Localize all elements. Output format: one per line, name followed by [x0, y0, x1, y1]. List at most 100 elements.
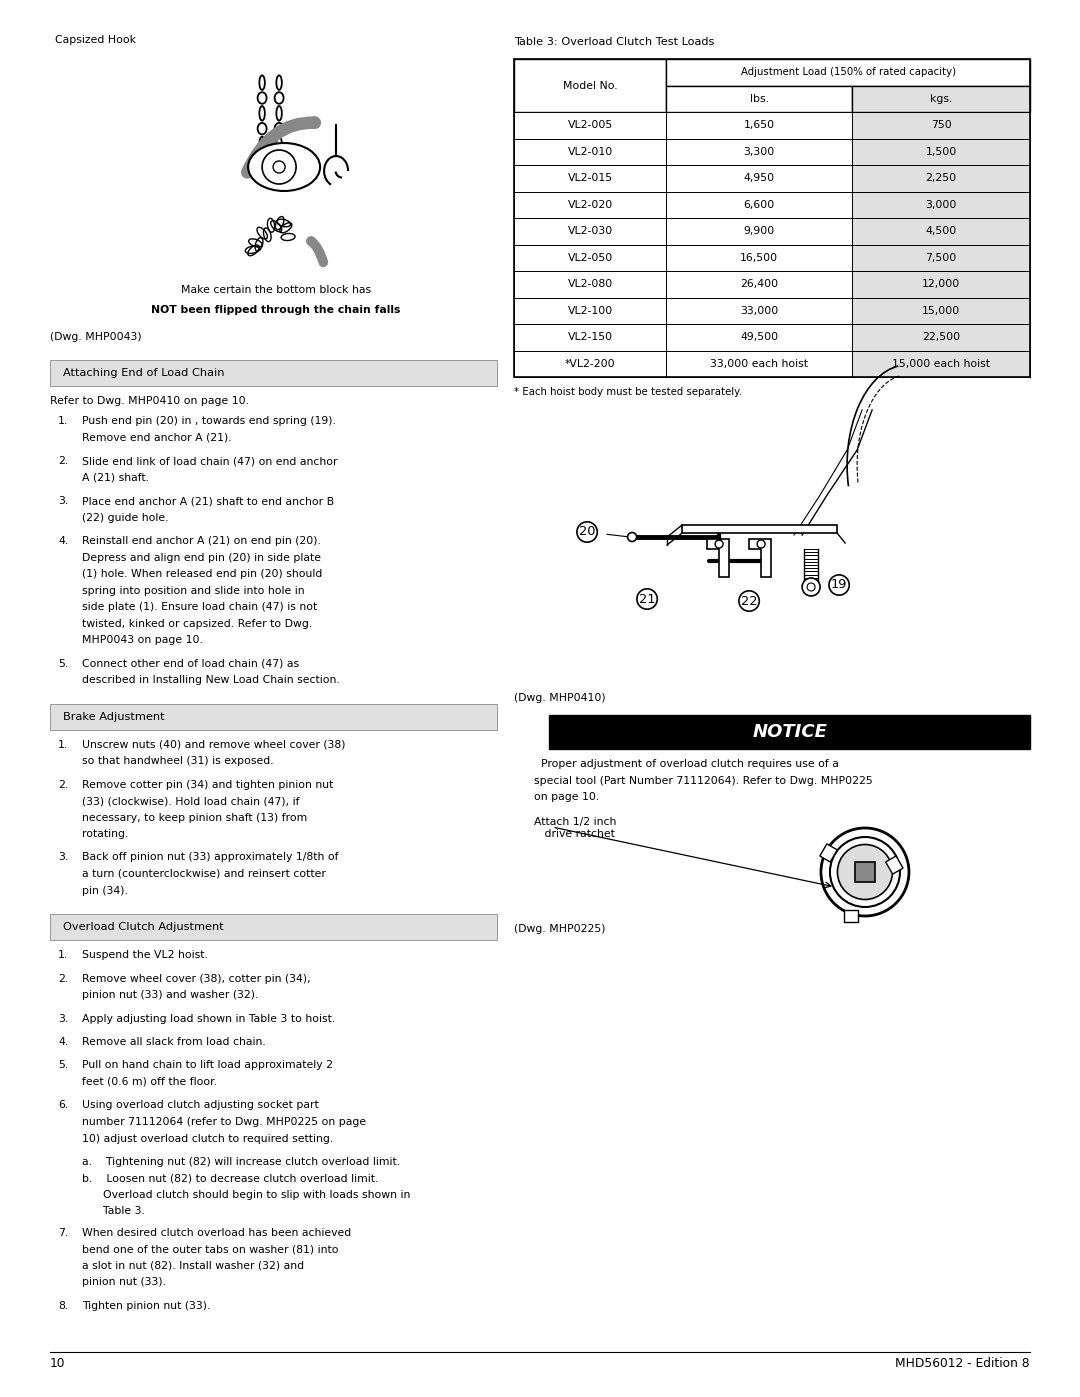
Ellipse shape — [837, 845, 892, 900]
Text: b.    Loosen nut (82) to decrease clutch overload limit.: b. Loosen nut (82) to decrease clutch ov… — [82, 1173, 378, 1183]
Text: (Dwg. MHP0225): (Dwg. MHP0225) — [514, 923, 606, 935]
Bar — [852, 165, 1030, 191]
Text: Overload Clutch Adjustment: Overload Clutch Adjustment — [63, 922, 224, 932]
Text: spring into position and slide into hole in: spring into position and slide into hole… — [82, 585, 305, 595]
Text: VL2-150: VL2-150 — [568, 332, 612, 342]
Bar — [514, 298, 666, 324]
Text: (1) hole. When released end pin (20) should: (1) hole. When released end pin (20) sho… — [82, 569, 322, 578]
Circle shape — [627, 532, 636, 542]
Text: 2.: 2. — [58, 780, 68, 789]
Text: VL2-010: VL2-010 — [568, 147, 613, 156]
Text: VL2-080: VL2-080 — [568, 279, 613, 289]
Bar — [666, 138, 852, 165]
Bar — [514, 191, 666, 218]
Text: 21: 21 — [639, 592, 656, 605]
Text: Unscrew nuts (40) and remove wheel cover (38): Unscrew nuts (40) and remove wheel cover… — [82, 739, 346, 750]
Text: Model No.: Model No. — [563, 81, 618, 91]
Text: Push end pin (20) in , towards end spring (19).: Push end pin (20) in , towards end sprin… — [82, 416, 336, 426]
Text: 9,900: 9,900 — [744, 226, 774, 236]
Text: Apply adjusting load shown in Table 3 to hoist.: Apply adjusting load shown in Table 3 to… — [82, 1013, 335, 1024]
Text: 2.: 2. — [58, 974, 68, 983]
Text: 12,000: 12,000 — [922, 279, 960, 289]
Bar — [666, 218, 852, 244]
Text: 4.: 4. — [58, 536, 68, 546]
Bar — [852, 244, 1030, 271]
Text: *VL2-200: *VL2-200 — [565, 359, 616, 369]
Bar — [514, 351, 666, 377]
Text: Attach 1/2 inch
   drive ratchet: Attach 1/2 inch drive ratchet — [535, 817, 617, 838]
Text: Remove all slack from load chain.: Remove all slack from load chain. — [82, 1037, 266, 1046]
Bar — [514, 271, 666, 298]
Text: 4.: 4. — [58, 1037, 68, 1046]
Bar — [852, 271, 1030, 298]
Text: 49,500: 49,500 — [740, 332, 779, 342]
Text: 19: 19 — [831, 578, 848, 591]
Bar — [820, 844, 837, 862]
Bar — [843, 909, 858, 922]
Bar — [514, 59, 666, 112]
Bar — [666, 112, 852, 138]
Bar — [852, 351, 1030, 377]
Bar — [852, 324, 1030, 351]
Text: Using overload clutch adjusting socket part: Using overload clutch adjusting socket p… — [82, 1101, 319, 1111]
Text: * Each hoist body must be tested separately.: * Each hoist body must be tested separat… — [514, 387, 742, 397]
Circle shape — [807, 583, 815, 591]
Text: 1.: 1. — [58, 950, 68, 960]
Text: described in Installing New Load Chain section.: described in Installing New Load Chain s… — [82, 675, 340, 685]
Text: bend one of the outer tabs on washer (81) into: bend one of the outer tabs on washer (81… — [82, 1245, 338, 1255]
Text: VL2-015: VL2-015 — [568, 173, 612, 183]
Text: 22: 22 — [741, 595, 757, 608]
Text: Make certain the bottom block has: Make certain the bottom block has — [181, 285, 372, 295]
Text: Reinstall end anchor A (21) on end pin (20).: Reinstall end anchor A (21) on end pin (… — [82, 536, 321, 546]
Text: kgs.: kgs. — [930, 94, 953, 103]
Text: 6,600: 6,600 — [744, 200, 774, 210]
Text: Proper adjustment of overload clutch requires use of a: Proper adjustment of overload clutch req… — [535, 759, 839, 768]
Text: a.    Tightening nut (82) will increase clutch overload limit.: a. Tightening nut (82) will increase clu… — [82, 1157, 400, 1166]
Bar — [514, 218, 666, 244]
Bar — [50, 360, 497, 386]
Text: 10: 10 — [50, 1356, 66, 1370]
Text: on page 10.: on page 10. — [535, 792, 599, 802]
Text: MHP0043 on page 10.: MHP0043 on page 10. — [82, 636, 203, 645]
Text: 3.: 3. — [58, 1013, 68, 1024]
Text: necessary, to keep pinion shaft (13) from: necessary, to keep pinion shaft (13) fro… — [82, 813, 307, 823]
Bar — [550, 715, 1030, 749]
Text: Capsized Hook: Capsized Hook — [55, 35, 136, 45]
Bar — [852, 218, 1030, 244]
Bar — [852, 138, 1030, 165]
Polygon shape — [707, 539, 729, 577]
Text: A (21) shaft.: A (21) shaft. — [82, 472, 149, 482]
Text: Depress and align end pin (20) in side plate: Depress and align end pin (20) in side p… — [82, 552, 321, 563]
Text: 3,000: 3,000 — [926, 200, 957, 210]
Text: MHD56012 - Edition 8: MHD56012 - Edition 8 — [895, 1356, 1030, 1370]
Text: (22) guide hole.: (22) guide hole. — [82, 513, 168, 522]
Bar — [683, 525, 837, 534]
Bar — [666, 244, 852, 271]
Text: pinion nut (33).: pinion nut (33). — [82, 1277, 166, 1288]
Text: 2.: 2. — [58, 455, 68, 467]
Bar — [666, 351, 852, 377]
Text: VL2-030: VL2-030 — [568, 226, 613, 236]
Text: 3.: 3. — [58, 852, 68, 862]
Text: 8.: 8. — [58, 1301, 68, 1310]
Text: Remove cotter pin (34) and tighten pinion nut: Remove cotter pin (34) and tighten pinio… — [82, 780, 334, 789]
Text: (Dwg. MHP0043): (Dwg. MHP0043) — [50, 332, 141, 342]
Circle shape — [802, 578, 820, 597]
Text: 20: 20 — [579, 525, 595, 538]
Text: 26,400: 26,400 — [740, 279, 779, 289]
Text: NOTICE: NOTICE — [752, 724, 827, 740]
Text: 1,650: 1,650 — [744, 120, 774, 130]
Text: Place end anchor A (21) shaft to end anchor B: Place end anchor A (21) shaft to end anc… — [82, 496, 334, 506]
Text: 1,500: 1,500 — [926, 147, 957, 156]
Text: so that handwheel (31) is exposed.: so that handwheel (31) is exposed. — [82, 756, 273, 766]
Bar — [666, 191, 852, 218]
Text: Brake Adjustment: Brake Adjustment — [63, 711, 164, 721]
Bar — [666, 324, 852, 351]
Text: VL2-050: VL2-050 — [568, 253, 613, 263]
Text: 15,000 each hoist: 15,000 each hoist — [892, 359, 990, 369]
Bar — [886, 856, 903, 875]
Text: 15,000: 15,000 — [922, 306, 960, 316]
Text: Remove end anchor A (21).: Remove end anchor A (21). — [82, 433, 231, 443]
Text: 4,950: 4,950 — [744, 173, 774, 183]
Text: Table 3.: Table 3. — [82, 1207, 145, 1217]
